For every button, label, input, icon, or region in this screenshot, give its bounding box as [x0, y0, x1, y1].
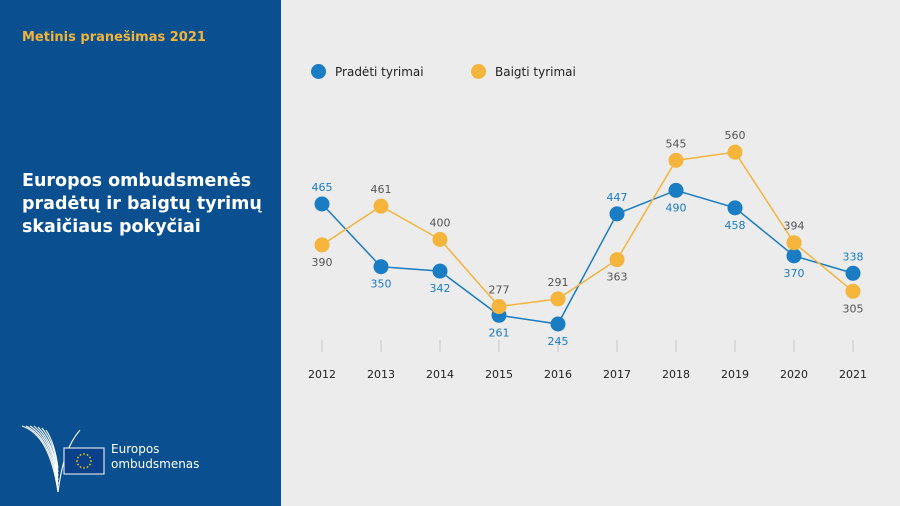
data-label: 458 [725, 219, 746, 232]
data-label: 560 [725, 129, 746, 142]
data-label: 277 [489, 284, 510, 297]
ombudsman-logo [21, 425, 105, 493]
data-point [609, 252, 625, 268]
data-label: 447 [607, 191, 628, 204]
legend-item-started: Pradėti tyrimai [311, 64, 424, 79]
x-tick-label: 2015 [485, 368, 513, 381]
logo-wing-icon [21, 425, 81, 493]
data-point [609, 206, 625, 222]
data-label: 545 [666, 137, 687, 150]
data-point [845, 265, 861, 281]
logo-text: Europos ombudsmenas [111, 442, 199, 472]
page-title: Europos ombudsmenės pradėtų ir baigtų ty… [22, 171, 262, 237]
data-point [550, 316, 566, 332]
data-label: 245 [548, 335, 569, 348]
data-label: 461 [371, 183, 392, 196]
x-tick-label: 2020 [780, 368, 808, 381]
data-label: 370 [784, 267, 805, 280]
data-point [550, 291, 566, 307]
data-point [845, 283, 861, 299]
data-label: 261 [489, 326, 510, 339]
chart-area: Pradėti tyrimai Baigti tyrimai 2012 2013 2… [281, 0, 900, 506]
data-point [786, 248, 802, 264]
x-tick-label: 2017 [603, 368, 631, 381]
eu-flag-icon [63, 447, 105, 475]
data-point [314, 196, 330, 212]
data-point [668, 182, 684, 198]
legend-swatch-started [311, 64, 326, 79]
data-label: 291 [548, 276, 569, 289]
data-label: 394 [784, 220, 805, 233]
data-point [432, 231, 448, 247]
data-label: 342 [430, 282, 451, 295]
data-point [314, 237, 330, 253]
x-tick-label: 2012 [308, 368, 336, 381]
data-label: 350 [371, 278, 392, 291]
data-point [432, 263, 448, 279]
data-point [727, 144, 743, 160]
data-label: 400 [430, 216, 451, 229]
data-point [373, 259, 389, 275]
logo-line-2: ombudsmenas [111, 457, 200, 471]
x-tick-label: 2016 [544, 368, 572, 381]
legend-swatch-closed [471, 64, 486, 79]
data-point [727, 200, 743, 216]
data-point [491, 299, 507, 315]
data-label: 338 [843, 250, 864, 263]
data-point [373, 198, 389, 214]
legend-item-closed: Baigti tyrimai [471, 64, 576, 79]
data-label: 305 [843, 302, 864, 315]
data-label: 390 [312, 256, 333, 269]
x-tick-label: 2018 [662, 368, 690, 381]
data-label: 490 [666, 201, 687, 214]
data-point [786, 235, 802, 251]
x-tick-label: 2013 [367, 368, 395, 381]
logo-line-1: Europos [111, 442, 160, 456]
data-label: 465 [312, 181, 333, 194]
line-chart: 2012 2013 2014 2015 2016 2017 2018 2019 2020 2021… [308, 129, 867, 381]
x-tick-label: 2021 [839, 368, 867, 381]
report-label: Metinis pranešimas 2021 [22, 30, 206, 45]
series-line-1 [321, 151, 854, 308]
data-point [668, 152, 684, 168]
x-tick-label: 2014 [426, 368, 454, 381]
legend-label-closed: Baigti tyrimai [495, 64, 576, 79]
data-label: 363 [607, 271, 628, 284]
legend-label-started: Pradėti tyrimai [335, 64, 424, 79]
series-line-0 [321, 189, 854, 325]
x-tick-label: 2019 [721, 368, 749, 381]
sidebar: Metinis pranešimas 2021 Europos ombudsme… [0, 0, 281, 506]
